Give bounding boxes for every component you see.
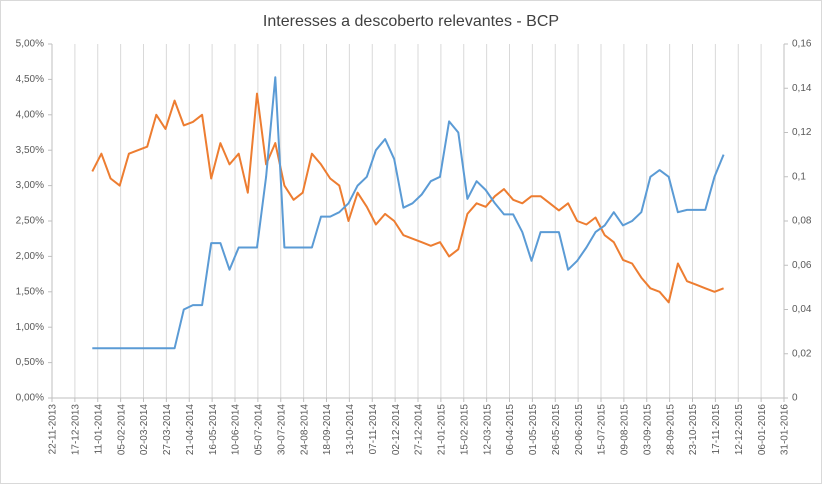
x-tick-label: 03-09-2015 xyxy=(642,404,653,456)
x-tick-label: 13-10-2014 xyxy=(345,404,356,456)
x-tick-label: 06-01-2016 xyxy=(757,404,768,456)
x-tick-label: 30-07-2014 xyxy=(276,404,287,456)
x-tick-label: 28-09-2015 xyxy=(665,404,676,456)
y-tick-label: 3,00% xyxy=(16,180,44,191)
x-tick-label: 27-12-2014 xyxy=(414,404,425,456)
x-tick-label: 15-02-2015 xyxy=(459,404,470,456)
y-tick-label: 3,50% xyxy=(16,145,44,156)
y-tick-label: 4,00% xyxy=(16,109,44,120)
x-tick-label: 12-03-2015 xyxy=(482,404,493,456)
x-tick-label: 09-08-2015 xyxy=(620,404,631,456)
x-tick-label: 02-12-2014 xyxy=(391,404,402,456)
y2-tick-label: 0 xyxy=(792,393,798,404)
x-tick-label: 06-04-2015 xyxy=(505,404,516,456)
x-tick-label: 16-05-2014 xyxy=(208,404,219,456)
y2-tick-label: 0,16 xyxy=(792,39,812,50)
chart-title: Interesses a descoberto relevantes - BCP xyxy=(263,13,559,30)
y-tick-label: 1,00% xyxy=(16,322,44,333)
x-tick-label: 07-11-2014 xyxy=(368,404,379,455)
y2-tick-label: 0,08 xyxy=(792,216,812,227)
x-tick-label: 15-07-2015 xyxy=(597,404,608,456)
y2-tick-label: 0,04 xyxy=(792,304,812,315)
x-tick-label: 05-02-2014 xyxy=(116,404,127,456)
y-tick-label: 4,50% xyxy=(16,74,44,85)
x-tick-label: 18-09-2014 xyxy=(322,404,333,456)
x-tick-label: 10-06-2014 xyxy=(231,404,242,456)
x-tick-label: 21-01-2015 xyxy=(437,404,448,456)
y-tick-label: 5,00% xyxy=(16,39,44,50)
x-tick-label: 12-12-2015 xyxy=(734,404,745,456)
x-tick-label: 17-11-2015 xyxy=(711,404,722,455)
y-tick-label: 0,50% xyxy=(16,357,44,368)
series-line xyxy=(92,76,725,350)
series-line xyxy=(91,92,724,304)
y-tick-label: 2,00% xyxy=(16,251,44,262)
x-tick-label: 24-08-2014 xyxy=(299,404,310,456)
x-tick-label: 17-12-2013 xyxy=(71,404,82,456)
y2-tick-label: 0,14 xyxy=(792,83,812,94)
x-tick-label: 11-01-2014 xyxy=(93,404,104,455)
y-tick-label: 0,00% xyxy=(16,393,44,404)
y2-tick-label: 0,02 xyxy=(792,348,812,359)
y2-tick-label: 0,06 xyxy=(792,260,812,271)
x-tick-label: 01-05-2015 xyxy=(528,404,539,456)
y-tick-label: 1,50% xyxy=(16,286,44,297)
x-tick-label: 20-06-2015 xyxy=(574,404,585,456)
x-tick-label: 26-05-2015 xyxy=(551,404,562,456)
y2-tick-label: 0,12 xyxy=(792,127,812,138)
x-tick-label: 02-03-2014 xyxy=(139,404,150,456)
y-tick-label: 2,50% xyxy=(16,216,44,227)
x-tick-label: 23-10-2015 xyxy=(688,404,699,456)
x-tick-label: 27-03-2014 xyxy=(162,404,173,456)
x-tick-label: 05-07-2014 xyxy=(254,404,265,456)
x-tick-label: 31-01-2016 xyxy=(780,404,791,456)
x-tick-label: 22-11-2013 xyxy=(48,404,59,455)
y2-tick-label: 0,1 xyxy=(792,171,806,182)
x-tick-label: 21-04-2014 xyxy=(185,404,196,456)
